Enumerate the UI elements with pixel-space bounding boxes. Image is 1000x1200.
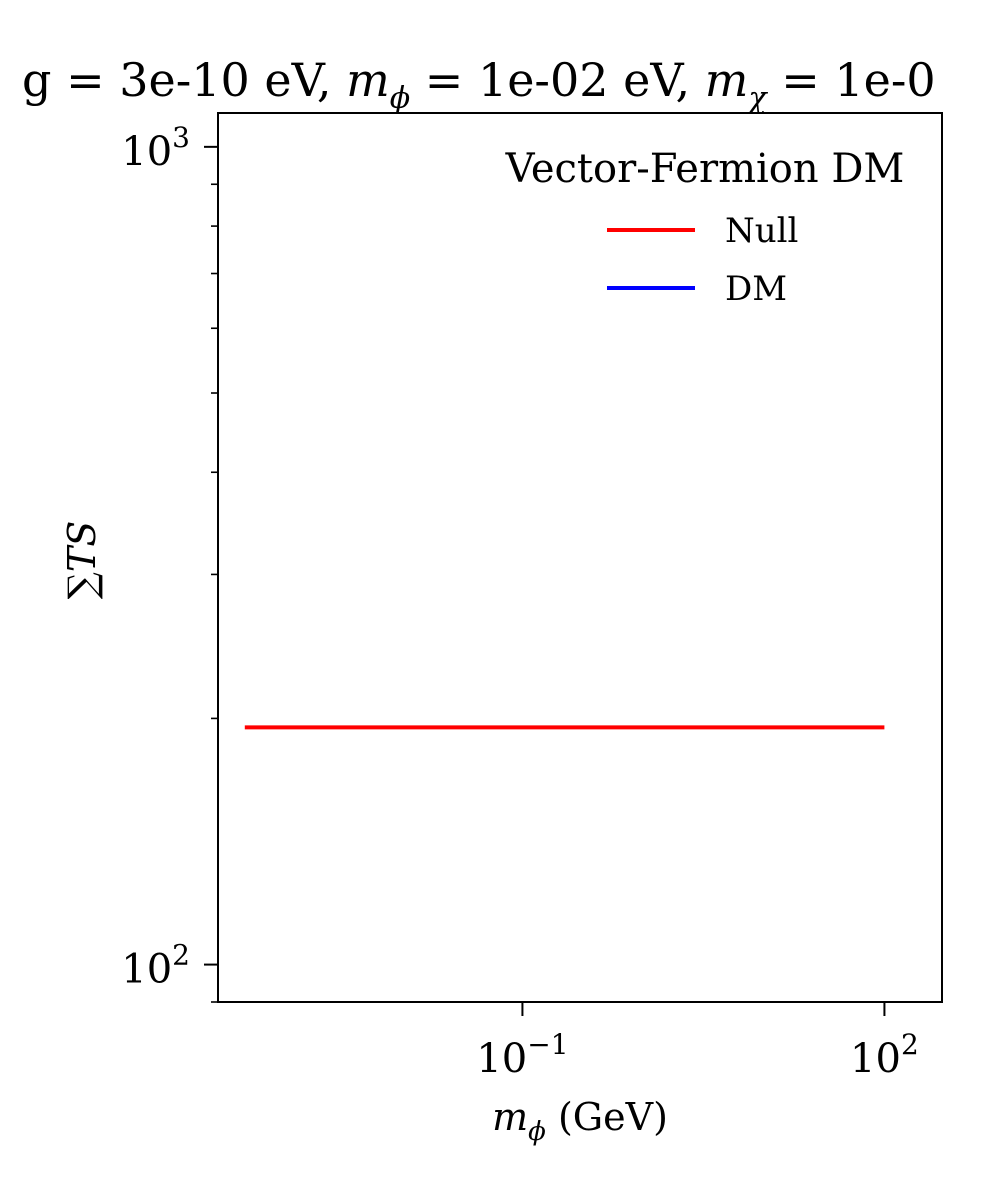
x-tick-label: 102 xyxy=(850,1028,919,1082)
legend: Vector-Fermion DM Null DM xyxy=(505,146,905,309)
y-axis-ticks: 102 103 xyxy=(121,121,218,993)
y-minor-ticks xyxy=(211,183,218,1003)
y-tick-label: 103 xyxy=(121,121,190,175)
legend-label-dm: DM xyxy=(725,269,787,309)
plot-area xyxy=(217,112,943,1003)
chart-title: g = 3e-10 eV, mϕ = 1e-02 eV, mχ = 1e-0 xyxy=(22,53,936,116)
x-axis-ticks: 10−1 102 xyxy=(476,1002,919,1082)
y-axis-label: ∑TS xyxy=(60,521,104,600)
x-axis-label: mϕ (GeV) xyxy=(492,1095,668,1147)
legend-label-null: Null xyxy=(725,211,798,251)
x-tick-label: 10−1 xyxy=(476,1028,568,1082)
y-tick-label: 102 xyxy=(121,939,190,993)
legend-title: Vector-Fermion DM xyxy=(505,146,905,192)
legend-entries: Null DM xyxy=(607,211,798,309)
